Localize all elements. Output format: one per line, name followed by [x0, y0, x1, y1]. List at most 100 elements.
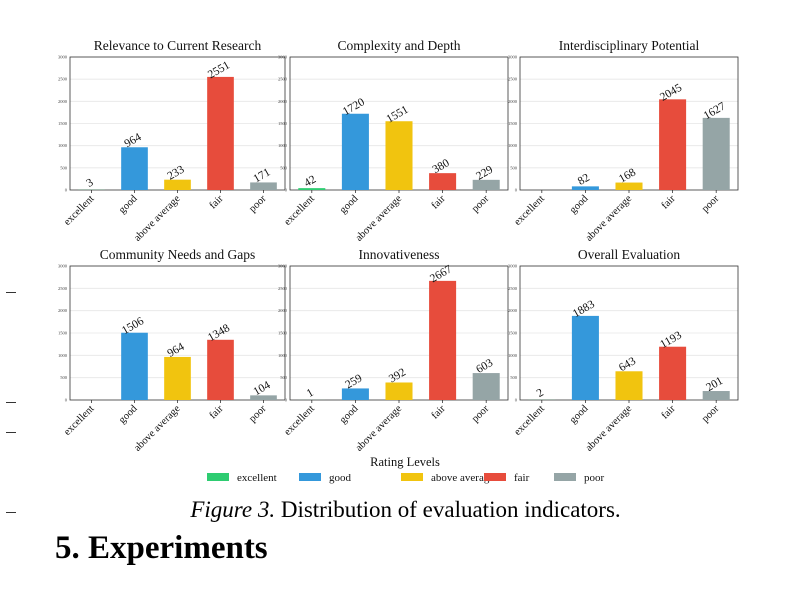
- legend-swatch-poor: [554, 473, 576, 481]
- y-tick-label: 3000: [58, 264, 68, 269]
- bar-poor: [250, 395, 277, 400]
- y-tick-label: 1000: [58, 143, 68, 148]
- chart-title: Relevance to Current Research: [94, 38, 262, 53]
- x-tick-label: poor: [700, 193, 722, 215]
- y-tick-label: 500: [280, 165, 288, 170]
- x-tick-label: fair: [660, 193, 678, 211]
- caption-text: Distribution of evaluation indicators.: [280, 497, 621, 522]
- x-tick-label: fair: [430, 193, 448, 211]
- chart-title: Complexity and Depth: [338, 38, 461, 53]
- y-tick-label: 500: [60, 375, 68, 380]
- y-tick-label: 3000: [508, 264, 518, 269]
- y-tick-label: 0: [65, 188, 68, 193]
- x-tick-label: excellent: [62, 403, 97, 438]
- y-tick-label: 1000: [508, 353, 518, 358]
- legend-swatch-fair: [484, 473, 506, 481]
- bar-fair: [429, 280, 457, 400]
- bar-above-average: [164, 356, 191, 400]
- bar-excellent: [298, 188, 326, 190]
- y-tick-label: 2000: [278, 99, 288, 104]
- bar-poor: [472, 179, 500, 190]
- y-tick-label: 0: [285, 188, 288, 193]
- bar-good: [571, 315, 599, 400]
- x-tick-label: above average: [584, 403, 635, 454]
- x-tick-label: fair: [208, 193, 226, 211]
- x-tick-label: above average: [354, 403, 405, 454]
- y-tick-label: 2500: [278, 77, 288, 82]
- x-tick-label: excellent: [282, 403, 317, 438]
- y-tick-label: 2500: [508, 286, 518, 291]
- legend-title: Rating Levels: [370, 455, 440, 469]
- y-tick-label: 1500: [508, 121, 518, 126]
- bar-good: [121, 332, 148, 400]
- bar-good: [121, 147, 148, 190]
- y-tick-label: 2500: [508, 77, 518, 82]
- y-tick-label: 2000: [508, 308, 518, 313]
- bar-above-average: [385, 382, 413, 400]
- caption-lead: Figure 3.: [190, 497, 276, 522]
- y-tick-label: 500: [280, 375, 288, 380]
- x-tick-label: above average: [132, 403, 183, 454]
- bar-fair: [659, 99, 687, 190]
- bar-poor: [702, 391, 730, 400]
- x-tick-label: excellent: [62, 193, 97, 228]
- x-tick-label: excellent: [282, 193, 317, 228]
- margin-mark: [6, 402, 16, 403]
- legend-swatch-above-average: [401, 473, 423, 481]
- chart-title: Innovativeness: [359, 247, 440, 262]
- x-tick-label: fair: [660, 403, 678, 421]
- figure-caption: Figure 3. Distribution of evaluation ind…: [0, 497, 811, 523]
- x-tick-label: excellent: [512, 403, 547, 438]
- legend-label: fair: [514, 472, 530, 484]
- x-tick-label: excellent: [512, 193, 547, 228]
- x-tick-label: poor: [470, 193, 492, 215]
- chart-title: Interdisciplinary Potential: [559, 38, 700, 53]
- x-tick-label: poor: [470, 403, 492, 425]
- y-tick-label: 1500: [278, 121, 288, 126]
- y-tick-label: 1000: [278, 353, 288, 358]
- y-tick-label: 1500: [508, 331, 518, 336]
- bar-fair: [207, 339, 234, 400]
- y-tick-label: 1000: [58, 353, 68, 358]
- x-tick-label: above average: [584, 193, 635, 244]
- y-tick-label: 3000: [278, 264, 288, 269]
- bar-above-average: [615, 371, 643, 400]
- margin-mark: [6, 292, 16, 293]
- legend-label: poor: [584, 472, 605, 484]
- x-tick-label: good: [338, 403, 361, 426]
- y-tick-label: 3000: [278, 55, 288, 60]
- y-tick-label: 1000: [278, 143, 288, 148]
- y-tick-label: 1500: [58, 331, 68, 336]
- y-tick-label: 500: [510, 165, 518, 170]
- margin-mark: [6, 512, 16, 513]
- bar-value-label: 3: [85, 177, 96, 190]
- legend-label: good: [329, 472, 352, 484]
- bar-value-label: 2: [535, 387, 546, 400]
- legend-swatch-good: [299, 473, 321, 481]
- y-tick-label: 1500: [58, 121, 68, 126]
- y-tick-label: 2000: [508, 99, 518, 104]
- y-tick-label: 3000: [508, 55, 518, 60]
- legend-swatch-excellent: [207, 473, 229, 481]
- y-tick-label: 0: [515, 398, 518, 403]
- bar-value-label: 42: [302, 173, 318, 189]
- x-tick-label: poor: [700, 403, 722, 425]
- x-tick-label: good: [568, 403, 591, 426]
- legend-label: excellent: [237, 472, 277, 484]
- y-tick-label: 0: [515, 188, 518, 193]
- chart-title: Overall Evaluation: [578, 247, 681, 262]
- x-tick-label: above average: [354, 193, 405, 244]
- legend-label: above average: [431, 472, 494, 484]
- y-tick-label: 500: [510, 375, 518, 380]
- bar-above-average: [385, 121, 413, 190]
- x-tick-label: good: [117, 193, 140, 216]
- y-tick-label: 1000: [508, 143, 518, 148]
- bar-good: [341, 113, 369, 190]
- x-tick-label: good: [117, 403, 140, 426]
- bar-poor: [472, 373, 500, 400]
- y-tick-label: 1500: [278, 331, 288, 336]
- x-tick-label: good: [338, 193, 361, 216]
- bar-value-label: 82: [576, 172, 592, 188]
- y-tick-label: 2500: [58, 77, 68, 82]
